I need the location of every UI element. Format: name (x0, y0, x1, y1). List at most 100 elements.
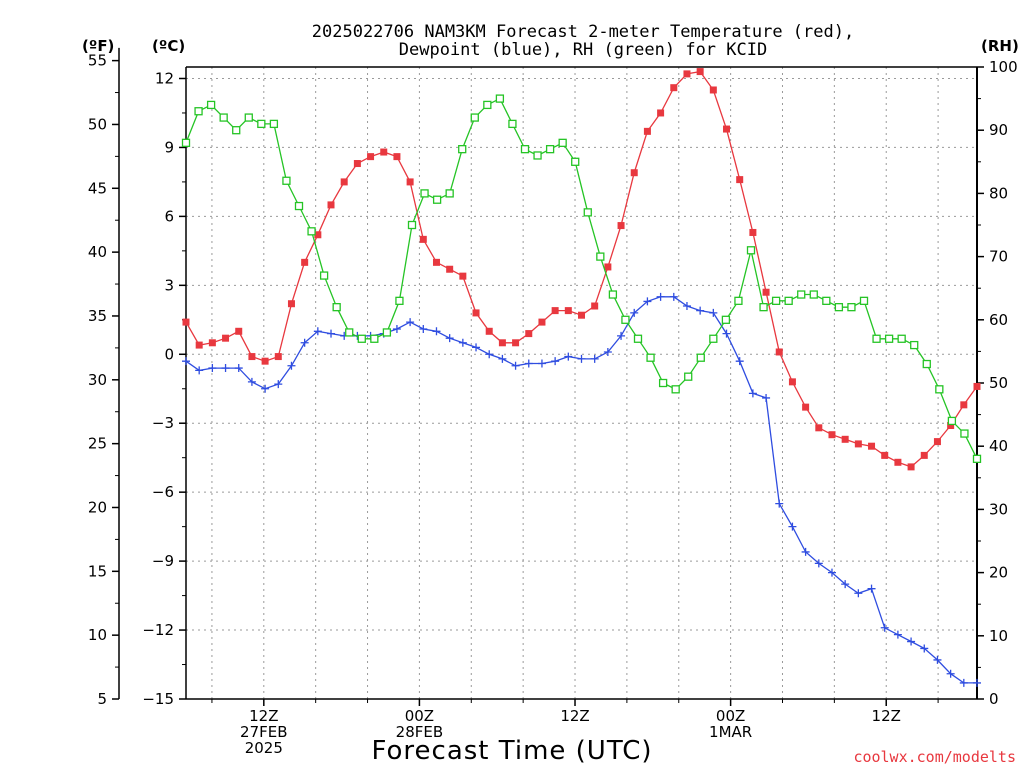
rh-point (746, 246, 756, 255)
fahrenheit-tick-label: 45 (88, 179, 107, 197)
temperature-point (907, 463, 915, 471)
temperature-point (551, 307, 559, 315)
rh-point (771, 296, 781, 305)
rh-point (960, 429, 969, 438)
rh-point (345, 328, 354, 337)
rh-point (219, 113, 228, 122)
rh-point (395, 296, 404, 305)
dewpoint-point (511, 361, 520, 370)
rh-point (608, 290, 618, 299)
rh-series (181, 94, 982, 463)
celsius-tick-label: −15 (142, 690, 174, 708)
rh-tick-label: 50 (989, 374, 1008, 392)
temperature-point (723, 125, 731, 133)
fahrenheit-tick-label: 10 (88, 626, 107, 644)
dewpoint-point (643, 297, 652, 306)
temperature-point (828, 431, 836, 439)
temperature-point (248, 353, 256, 361)
rh-point (972, 454, 982, 463)
rh-point (847, 303, 856, 312)
dewpoint-point (603, 347, 612, 356)
fahrenheit-tick-label: 15 (88, 562, 107, 580)
fahrenheit-tick-label: 5 (97, 690, 107, 708)
rh-point (194, 107, 203, 116)
celsius-tick-label: −6 (152, 483, 174, 501)
rh-point (784, 296, 793, 305)
temperature-point (274, 353, 282, 361)
dewpoint-point (590, 354, 599, 363)
dewpoint-series (182, 292, 981, 687)
dewpoint-point (406, 318, 415, 327)
dewpoint-point (801, 547, 810, 556)
rh-point (445, 189, 454, 198)
dewpoint-point (946, 669, 955, 678)
rh-point (571, 157, 580, 166)
dewpoint-point (893, 630, 902, 639)
x-tick-label: 12Z (249, 707, 278, 725)
dewpoint-point (933, 655, 942, 664)
rh-line (185, 97, 978, 460)
rh-point (357, 334, 366, 343)
celsius-tick-label: 6 (164, 207, 174, 225)
rh-point (332, 303, 341, 312)
temperature-point (749, 228, 757, 236)
dewpoint-point (630, 308, 639, 317)
dewpoint-point (432, 327, 441, 336)
temperature-series (182, 68, 981, 471)
dewpoint-point (485, 350, 494, 359)
rh-point (282, 176, 291, 185)
rh-tick-label: 80 (989, 184, 1008, 202)
rh-point (319, 271, 329, 280)
temperature-point (881, 451, 889, 459)
fahrenheit-tick-label: 30 (88, 371, 107, 389)
rh-tick-label: 90 (989, 121, 1008, 139)
x-tick-label: 27FEB (240, 723, 287, 741)
rh-point (684, 372, 693, 381)
rh-point (583, 208, 592, 217)
dewpoint-point (234, 364, 243, 373)
temperature-point (419, 235, 427, 243)
temperature-point (854, 440, 862, 448)
rh-tick-label: 10 (989, 627, 1008, 645)
dewpoint-point (827, 568, 836, 577)
x-tick-label: 00Z (716, 707, 745, 725)
temperature-point (591, 302, 599, 310)
rh-point (621, 315, 630, 324)
x-tick-label: 12Z (560, 707, 589, 725)
dewpoint-point (392, 324, 401, 333)
rh-point (709, 334, 718, 343)
celsius-tick-label: 3 (164, 276, 174, 294)
celsius-tick-label: 0 (164, 345, 174, 363)
rh-point (646, 353, 655, 362)
temperature-point (314, 231, 322, 239)
temperature-point (657, 109, 665, 117)
rh-point (307, 227, 316, 236)
temperature-point (432, 258, 440, 266)
rh-point (432, 195, 442, 204)
dewpoint-point (472, 343, 481, 352)
temperature-point (617, 222, 625, 230)
dewpoint-point (682, 302, 691, 311)
dewpoint-point (577, 354, 586, 363)
rh-point (181, 138, 191, 147)
celsius-tick-label: −3 (152, 414, 174, 432)
rh-point (483, 100, 492, 110)
dewpoint-point (722, 329, 731, 338)
dewpoint-point (274, 380, 283, 389)
temperature-point (301, 258, 309, 266)
rh-tick-label: 100 (989, 58, 1018, 76)
rh-point (721, 315, 731, 324)
series (181, 68, 982, 687)
rh-point (633, 334, 643, 343)
rh-axis-unit: (RH) (981, 37, 1019, 55)
rh-point (910, 340, 919, 350)
dewpoint-point (841, 580, 850, 589)
temperature-point (235, 327, 243, 335)
temperature-point (393, 153, 401, 161)
temperature-point (538, 318, 546, 326)
fahrenheit-tick-label: 50 (88, 115, 107, 133)
dewpoint-point (498, 354, 507, 363)
rh-point (545, 145, 555, 154)
